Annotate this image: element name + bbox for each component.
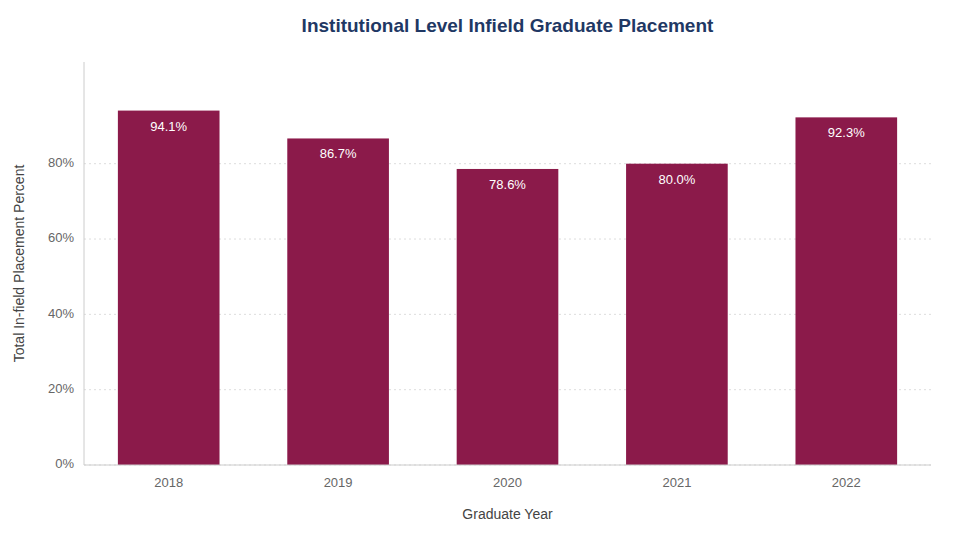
chart-svg: 0% 20% 40% 60% 80% 94.1% 86.7% 78.6% 80.0% 92.3% 2…	[0, 0, 961, 537]
bars	[118, 111, 897, 465]
y-tick-label: 20%	[48, 381, 74, 396]
data-labels: 94.1% 86.7% 78.6% 80.0% 92.3%	[150, 119, 865, 192]
y-tick-label: 40%	[48, 306, 74, 321]
x-tick-label: 2018	[154, 475, 183, 490]
y-axis-title: Total In-field Placement Percent	[11, 165, 27, 363]
data-label: 86.7%	[320, 146, 357, 161]
x-tick-label: 2022	[832, 475, 861, 490]
x-tick-label: 2019	[324, 475, 353, 490]
data-label: 94.1%	[150, 119, 187, 134]
chart-container: 0% 20% 40% 60% 80% 94.1% 86.7% 78.6% 80.0% 92.3% 2…	[0, 0, 961, 537]
x-tick-label: 2020	[493, 475, 522, 490]
x-axis-line	[84, 465, 931, 466]
x-axis-title: Graduate Year	[462, 506, 553, 522]
data-label: 92.3%	[828, 125, 865, 140]
y-tick-label: 0%	[55, 456, 74, 471]
bar	[287, 138, 389, 465]
y-tick-label: 60%	[48, 230, 74, 245]
bar	[626, 164, 728, 465]
y-ticks: 0% 20% 40% 60% 80%	[48, 155, 74, 471]
x-ticks: 2018 2019 2020 2021 2022	[154, 475, 861, 490]
y-tick-label: 80%	[48, 155, 74, 170]
data-label: 80.0%	[658, 172, 695, 187]
chart-title: Institutional Level Infield Graduate Pla…	[302, 15, 714, 36]
bar	[457, 169, 559, 465]
y-axis-line	[84, 62, 85, 465]
grid-line	[84, 465, 931, 466]
bar	[795, 117, 897, 465]
bar	[118, 111, 220, 465]
x-tick-label: 2021	[662, 475, 691, 490]
data-label: 78.6%	[489, 177, 526, 192]
